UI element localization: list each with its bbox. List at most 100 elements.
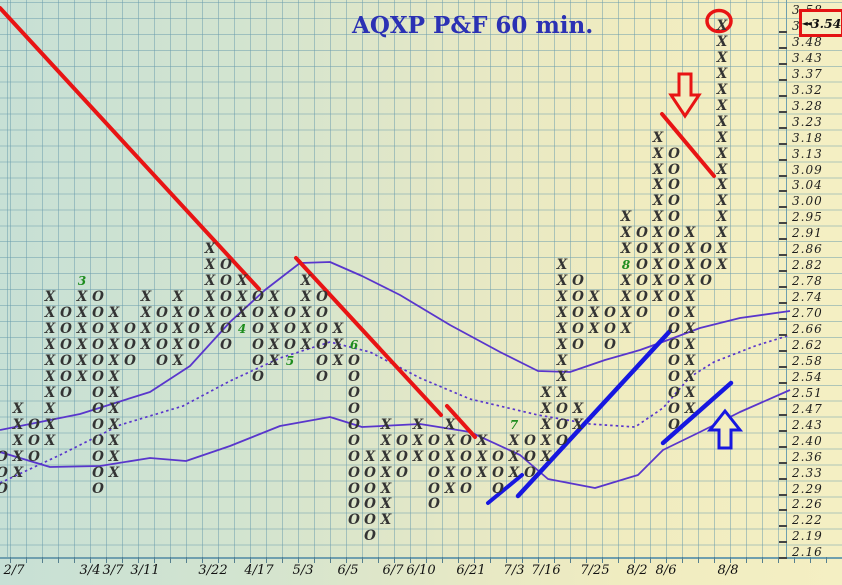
price-label: 3.37 [792, 66, 823, 81]
price-label: 2.70 [792, 306, 823, 321]
price-label: 2.91 [792, 226, 823, 241]
date-tick [138, 557, 139, 563]
pf-mark-o: O [428, 432, 440, 449]
price-tick [779, 445, 787, 448]
pf-mark-o: O [604, 321, 616, 337]
pf-mark-x: X [444, 480, 456, 497]
pf-mark-x: X [380, 512, 392, 529]
pf-mark-x: X [476, 448, 488, 465]
pf-mark-o: O [348, 416, 360, 433]
pf-mark-x: X [76, 305, 88, 322]
pf-mark-x: X [684, 225, 696, 242]
pf-mark-x: X [652, 289, 664, 306]
pf-mark-x: X [108, 384, 120, 401]
right-axis-line [786, 0, 787, 557]
blue-arrow-up-icon [706, 408, 744, 450]
pf-mark-o: O [92, 336, 104, 353]
pf-mark-x: X [12, 448, 24, 465]
pf-mark-o: O [364, 528, 376, 545]
pf-mark-x: X [332, 321, 344, 337]
pf-mark-x: X [108, 352, 120, 369]
pf-mark-o: O [492, 464, 504, 481]
pf-mark-o: O [252, 368, 264, 385]
pf-mark-x: X [76, 289, 88, 306]
pf-mark-x: X [716, 161, 728, 178]
pf-mark-o: O [316, 321, 328, 337]
pf-mark-x: X [108, 464, 120, 481]
pf-month-digit: 4 [237, 322, 247, 336]
pf-mark-o: O [636, 257, 648, 274]
pf-mark-x: X [204, 257, 216, 274]
pf-mark-x: X [652, 241, 664, 258]
pf-mark-x: X [44, 352, 56, 369]
pf-mark-o: O [668, 368, 680, 385]
pf-mark-x: X [652, 225, 664, 242]
pf-mark-o: O [316, 305, 328, 322]
pf-mark-x: X [12, 400, 24, 417]
date-tick [618, 557, 619, 563]
pf-mark-x: X [716, 33, 728, 50]
date-tick [58, 557, 59, 563]
pf-mark-o: O [668, 400, 680, 417]
pf-mark-x: X [652, 145, 664, 162]
pf-mark-o: O [348, 368, 360, 385]
pf-mark-x: X [540, 416, 552, 433]
pf-mark-x: X [684, 305, 696, 322]
pf-mark-x: X [76, 321, 88, 337]
pf-mark-x: X [44, 321, 56, 337]
pf-mark-x: X [140, 305, 152, 322]
pf-mark-o: O [700, 273, 712, 290]
pf-mark-x: X [476, 464, 488, 481]
pf-mark-x: X [300, 289, 312, 306]
pf-mark-o: O [700, 241, 712, 258]
pf-mark-o: O [252, 336, 264, 353]
pf-mark-x: X [172, 336, 184, 353]
pf-mark-o: O [668, 289, 680, 306]
date-tick [554, 557, 555, 563]
price-tick [779, 62, 787, 65]
price-label: 2.95 [792, 210, 823, 225]
pf-mark-x: X [716, 193, 728, 210]
date-tick [26, 557, 27, 563]
date-tick [810, 557, 811, 563]
pf-mark-o: O [572, 289, 584, 306]
pf-mark-x: X [684, 257, 696, 274]
pf-mark-x: X [684, 289, 696, 306]
date-tick [346, 557, 347, 563]
pf-mark-o: O [556, 416, 568, 433]
pf-mark-x: X [108, 321, 120, 337]
date-label: 8/6 [655, 563, 677, 578]
price-label: 3.43 [792, 50, 823, 65]
pf-mark-o: O [668, 193, 680, 210]
price-tick [779, 541, 787, 544]
pf-mark-o: O [188, 336, 200, 353]
price-label: 3.28 [792, 98, 823, 113]
pf-mark-o: O [604, 305, 616, 322]
pf-mark-o: O [92, 289, 104, 306]
date-label: 3/22 [198, 563, 228, 578]
pf-mark-o: O [220, 321, 232, 337]
price-tick [779, 78, 787, 81]
pf-mark-o: O [316, 289, 328, 306]
pf-mark-x: X [44, 416, 56, 433]
pf-mark-x: X [140, 336, 152, 353]
price-tick [779, 429, 787, 432]
date-tick [330, 557, 331, 563]
pf-mark-x: X [716, 241, 728, 258]
price-label: 2.82 [792, 258, 823, 273]
price-tick [779, 190, 787, 193]
date-label: 8/8 [717, 563, 739, 578]
date-tick [90, 557, 91, 563]
date-tick [298, 557, 299, 563]
pf-mark-o: O [348, 432, 360, 449]
pf-mark-o: O [396, 464, 408, 481]
date-label: 7/3 [503, 563, 525, 578]
pf-mark-o: O [572, 336, 584, 353]
price-label: 2.36 [792, 449, 823, 464]
pf-mark-x: X [300, 321, 312, 337]
date-label: 3/11 [130, 563, 160, 578]
pf-mark-x: X [300, 336, 312, 353]
date-label: 4/17 [244, 563, 274, 578]
pf-mark-x: X [444, 432, 456, 449]
pf-mark-x: X [556, 289, 568, 306]
